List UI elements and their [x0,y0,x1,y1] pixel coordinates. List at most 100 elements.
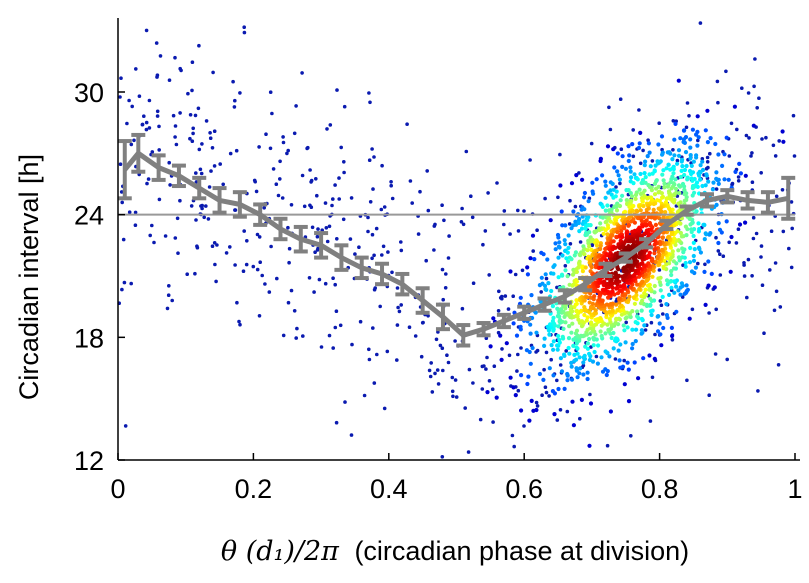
scatter-point [724,219,729,224]
scatter-point [753,57,757,61]
scatter-point [576,220,581,226]
scatter-point [587,300,592,305]
scatter-point [781,139,786,144]
scatter-point [736,227,741,231]
scatter-point [485,390,490,395]
scatter-point [570,399,575,404]
scatter-point [193,271,197,276]
scatter-point [687,114,691,118]
scatter-point [730,181,735,186]
scatter-point [650,274,655,279]
scatter-point [718,273,723,277]
scatter-point [380,163,384,168]
scatter-point [399,240,403,244]
scatter-point [129,142,134,147]
scatter-point [358,319,363,324]
scatter-point [652,192,658,197]
scatter-point [144,28,149,33]
scatter-point [557,245,562,250]
scatter-point [556,310,561,315]
scatter-point [176,251,180,255]
scatter-point [281,140,286,145]
scatter-point [634,327,639,332]
scatter-point [577,371,582,376]
scatter-point [132,138,136,143]
scatter-point [592,349,597,355]
scatter-point [594,243,600,248]
scatter-point [551,347,556,352]
scatter-point [467,367,472,372]
scatter-point [212,129,217,133]
scatter-point [589,345,593,349]
scatter-point [565,409,570,414]
scatter-point [640,298,645,303]
scatter-point [662,258,667,263]
scatter-point [214,279,218,284]
scatter-point [334,420,339,425]
scatter-point [691,258,697,263]
scatter-point [175,216,180,221]
scatter-point [692,247,697,252]
scatter-point [632,220,638,225]
scatter-point [178,198,182,203]
scatter-point [774,194,779,199]
scatter-point [127,210,132,214]
scatter-point [372,381,377,385]
scatter-point [632,360,637,365]
scatter-point [708,151,712,156]
scatter-point [155,114,160,118]
scatter-point [630,346,635,351]
scatter-point [574,298,579,303]
scatter-point [549,288,554,294]
scatter-point [395,286,400,290]
scatter-point [370,256,374,261]
scatter-point [654,186,659,191]
scatter-point [310,225,315,230]
scatter-point [270,111,274,116]
scatter-point [271,167,276,171]
scatter-point [534,407,539,413]
scatter-point [655,329,661,334]
scatter-point [629,175,634,180]
scatter-point [495,181,499,185]
scatter-point [637,108,641,112]
scatter-point [565,250,570,255]
scatter-point [613,194,618,199]
scatter-point [582,195,587,200]
scatter-point [194,218,198,222]
scatter-point [645,196,650,201]
scatter-point [734,241,739,245]
scatter-point [253,179,257,184]
scatter-point [228,245,232,249]
scatter-point [599,355,604,360]
scatter-point [614,208,620,213]
scatter-point [443,286,448,290]
scatter-point [560,273,565,278]
scatter-point [724,69,728,74]
scatter-point [679,234,685,239]
scatter-point [193,113,198,118]
scatter-point [416,232,421,236]
scatter-point [697,226,702,232]
scatter-point [629,219,634,224]
scatter-point [626,144,631,149]
scatter-point [615,307,620,313]
scatter-point [716,240,721,246]
scatter-point [633,320,638,325]
scatter-point [669,186,674,191]
scatter-point [653,222,659,227]
scatter-point [341,217,346,222]
scatter-point [713,352,718,356]
scatter-point [656,249,661,254]
scatter-point [263,282,267,286]
scatter-point [631,181,636,186]
scatter-point [535,404,540,408]
scatter-point [678,285,683,290]
scatter-point [632,301,638,306]
scatter-point [163,234,168,238]
scatter-point [569,360,574,365]
scatter-point [588,392,592,397]
scatter-point [667,292,672,297]
scatter-point [744,133,749,138]
scatter-point [367,158,372,162]
